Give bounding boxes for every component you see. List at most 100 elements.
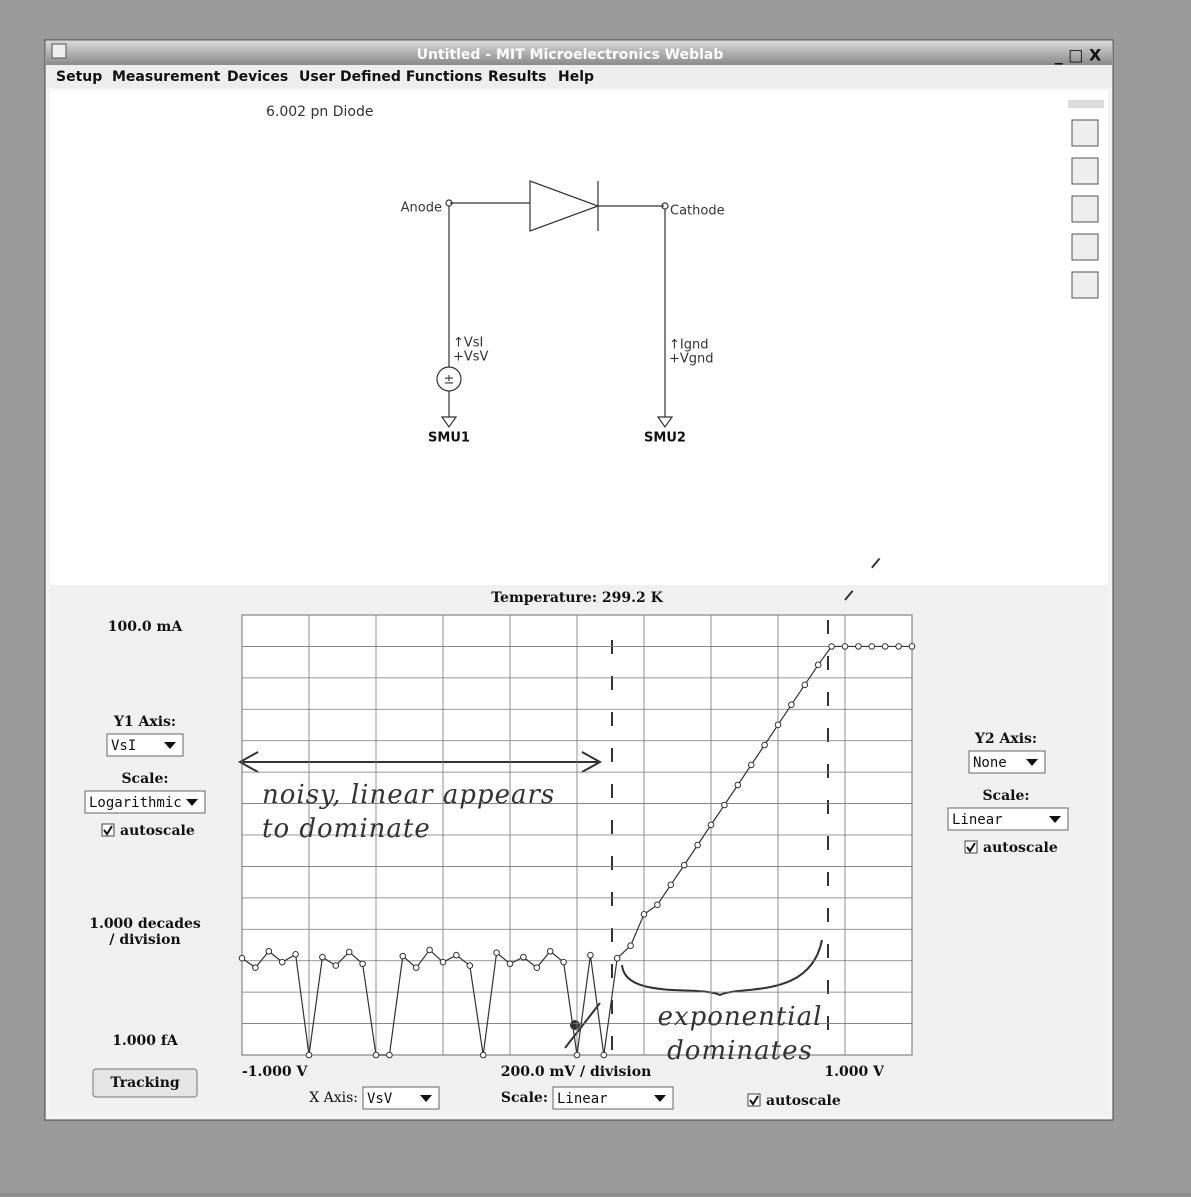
window-icon[interactable] (52, 44, 66, 58)
data-point (561, 959, 567, 965)
chart-title: Temperature: 299.2 K (491, 590, 663, 606)
y-division-label: 1.000 decades / division (85, 916, 205, 948)
menu-item[interactable]: Measurement (112, 69, 221, 85)
control-label: Scale: (501, 1090, 548, 1106)
source-label: ↑VsI (453, 336, 483, 351)
data-point (454, 952, 460, 958)
control-label: Scale: (121, 771, 168, 787)
data-point (440, 959, 446, 965)
checkbox-label: autoscale (120, 823, 195, 839)
x-tick-label: -1.000 V (242, 1064, 309, 1080)
data-point (856, 644, 862, 650)
data-point (829, 644, 835, 650)
smu-label: SMU2 (644, 431, 686, 446)
tool-button[interactable] (1072, 158, 1098, 184)
data-point (815, 662, 821, 668)
menu-item[interactable]: Setup (56, 69, 102, 85)
data-point (641, 911, 647, 917)
data-point (695, 842, 701, 848)
menu-item[interactable]: Help (558, 69, 594, 85)
data-point (293, 951, 299, 957)
data-point (360, 961, 366, 967)
screenshot: Untitled - MIT Microelectronics Weblab _… (0, 0, 1191, 1193)
menu-item[interactable]: User Defined Functions (299, 69, 482, 85)
data-point (467, 963, 473, 969)
window-buttons[interactable]: _ □ X (1055, 46, 1102, 65)
source-symbol: ± (444, 373, 455, 388)
data-point (320, 954, 326, 960)
control-label: X Axis: (309, 1090, 358, 1106)
data-point (413, 965, 419, 971)
schematic-title: 6.002 pn Diode (266, 104, 373, 120)
data-point (614, 955, 620, 961)
dropdown-value: VsI (111, 738, 136, 754)
menu-item[interactable]: Results (488, 69, 546, 85)
handwritten-annotation: noisy, linear appears to dominate (262, 778, 592, 846)
data-point (748, 762, 754, 768)
data-point (775, 722, 781, 728)
x-tick-label: 1.000 V (824, 1064, 885, 1080)
control-label: Y1 Axis: (113, 714, 176, 730)
data-point (708, 822, 714, 828)
data-point (882, 644, 888, 650)
data-point (306, 1052, 312, 1058)
data-point (628, 943, 634, 949)
data-point (333, 963, 339, 969)
dropdown-value: VsV (367, 1091, 393, 1107)
dropdown-value: None (973, 755, 1007, 771)
data-point (387, 1052, 393, 1058)
control-label: Scale: (982, 788, 1029, 804)
data-point (655, 902, 661, 908)
dropdown-value: Linear (557, 1091, 608, 1107)
data-point (494, 950, 500, 956)
data-point (842, 644, 848, 650)
data-point (346, 949, 352, 955)
schematic-panel (50, 90, 1108, 585)
source-label: ↑Ignd (669, 338, 708, 353)
dropdown-value: Linear (952, 812, 1003, 828)
source-label: +VsV (453, 350, 489, 365)
data-point (601, 1052, 607, 1058)
data-point (789, 702, 795, 708)
data-point (253, 965, 259, 971)
dropdown-value: Logarithmic (89, 795, 182, 811)
data-point (668, 882, 674, 888)
data-point (279, 959, 285, 965)
data-point (802, 682, 808, 688)
terminal-label: Cathode (670, 204, 725, 219)
source-label: +Vgnd (669, 352, 714, 367)
y-tick-label: 1.000 fA (112, 1033, 179, 1049)
data-point (239, 955, 245, 961)
data-point (896, 644, 902, 650)
checkbox-label: autoscale (766, 1093, 841, 1109)
app-window: Untitled - MIT Microelectronics Weblab _… (0, 0, 1191, 1193)
window-title: Untitled - MIT Microelectronics Weblab (417, 47, 724, 63)
data-point (373, 1052, 379, 1058)
data-point (427, 947, 433, 953)
control-label: Y2 Axis: (974, 731, 1037, 747)
data-point (588, 952, 594, 958)
data-point (521, 954, 527, 960)
data-point (507, 961, 513, 967)
button-label: Tracking (110, 1075, 180, 1091)
terminal-label: Anode (401, 201, 442, 216)
tool-button[interactable] (1072, 234, 1098, 260)
data-point (909, 644, 915, 650)
tool-button[interactable] (1072, 196, 1098, 222)
tool-button[interactable] (1072, 120, 1098, 146)
checkbox-label: autoscale (983, 840, 1058, 856)
data-point (480, 1052, 486, 1058)
data-point (400, 953, 406, 959)
tool-button[interactable] (1072, 272, 1098, 298)
data-point (266, 948, 272, 954)
x-division-label: 200.0 mV / division (501, 1064, 652, 1080)
data-point (681, 862, 687, 868)
data-point (722, 802, 728, 808)
data-point (735, 782, 741, 788)
data-point (534, 965, 540, 971)
y-tick-label: 100.0 mA (108, 619, 184, 635)
data-point (547, 948, 553, 954)
data-point (762, 742, 768, 748)
handwritten-annotation: exponential dominates (655, 1000, 825, 1068)
menu-item[interactable]: Devices (227, 69, 288, 85)
